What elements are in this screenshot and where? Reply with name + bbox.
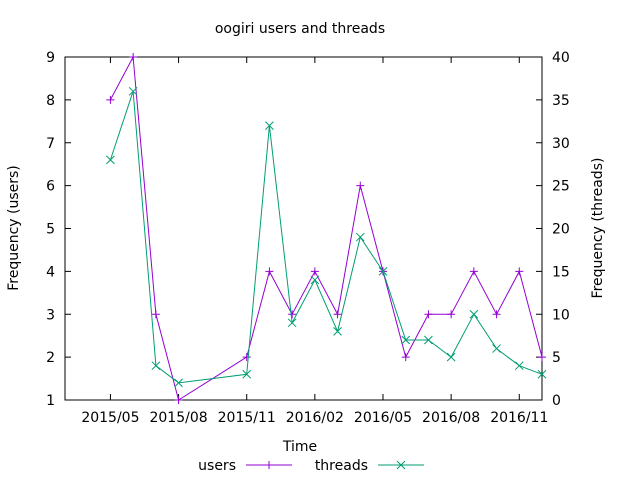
legend-label-threads: threads xyxy=(315,458,368,474)
x-tick-label: 2016/02 xyxy=(286,410,344,426)
legend-sample-users xyxy=(246,461,292,469)
y-right-tick-label: 35 xyxy=(552,93,570,109)
data-point-users xyxy=(151,310,160,319)
data-point-users xyxy=(447,310,456,319)
y-left-tick-label: 8 xyxy=(46,93,55,109)
ticks-layer: 1 2 3 4 5 6 7 8 9 0 5 10 15 20 25 30 35 40 2015/05 2015/08 2… xyxy=(46,50,570,426)
data-point-users xyxy=(538,353,546,362)
y-left-tick-label: 5 xyxy=(46,222,55,238)
y-left-tick-label: 7 xyxy=(46,136,55,152)
data-point-users xyxy=(515,267,524,276)
data-point-users xyxy=(106,95,115,104)
y-left-tick-label: 9 xyxy=(46,50,55,66)
data-point-threads xyxy=(242,369,252,379)
legend-marker-threads xyxy=(396,460,406,470)
y-right-tick-label: 20 xyxy=(552,222,570,238)
y-right-tick-label: 5 xyxy=(552,350,561,366)
x-tick-label: 2016/05 xyxy=(354,410,412,426)
data-point-users xyxy=(401,353,410,362)
x-tick-label: 2016/11 xyxy=(490,410,548,426)
data-point-threads xyxy=(151,361,161,371)
data-point-users xyxy=(129,53,138,61)
data-point-threads xyxy=(174,378,183,388)
data-point-threads xyxy=(378,267,388,276)
data-point-threads xyxy=(446,352,456,362)
data-point-users xyxy=(333,310,342,319)
data-point-threads xyxy=(333,327,342,336)
series-line-threads xyxy=(109,91,543,384)
series-users xyxy=(106,53,546,404)
y-right-tick-label: 30 xyxy=(552,136,570,152)
data-point-threads xyxy=(287,318,297,328)
data-point-threads xyxy=(424,335,433,345)
x-tick-label: 2015/08 xyxy=(149,410,207,426)
legend: users threads xyxy=(198,458,424,474)
data-point-threads xyxy=(265,121,274,130)
data-point-threads xyxy=(128,86,138,96)
y-right-tick-label: 0 xyxy=(552,393,561,409)
y-left-tick-label: 1 xyxy=(46,393,55,409)
data-point-threads xyxy=(355,232,365,242)
data-point-users xyxy=(356,181,365,190)
plot-frame xyxy=(64,56,543,401)
y-left-tick-label: 3 xyxy=(46,307,55,323)
data-point-threads xyxy=(310,275,320,285)
x-tick-label: 2015/11 xyxy=(218,410,276,426)
series-line-users xyxy=(109,55,543,401)
x-tick-label: 2016/08 xyxy=(422,410,480,426)
y-left-tick-label: 6 xyxy=(46,179,55,195)
series-layer xyxy=(106,53,547,404)
y-right-tick-label: 15 xyxy=(552,264,570,280)
y-right-tick-label: 10 xyxy=(552,307,570,323)
y-left-tick-label: 4 xyxy=(46,264,55,280)
data-point-threads xyxy=(401,335,411,345)
data-point-users xyxy=(469,267,478,276)
y-right-tick-label: 25 xyxy=(552,179,570,195)
data-point-users xyxy=(265,267,274,276)
x-tick-label: 2015/05 xyxy=(81,410,139,426)
y-right-tick-label: 40 xyxy=(552,50,570,66)
legend-marker-users xyxy=(265,461,273,469)
data-point-threads xyxy=(492,344,501,353)
data-point-users xyxy=(174,396,183,404)
data-point-users xyxy=(288,310,297,319)
y-axis-label-right: Frequency (threads) xyxy=(590,158,606,299)
data-point-threads xyxy=(106,155,115,165)
y-left-tick-label: 2 xyxy=(46,350,55,366)
x-axis-label: Time xyxy=(282,439,317,455)
data-point-users xyxy=(242,353,251,362)
data-point-threads xyxy=(537,369,547,379)
data-point-users xyxy=(424,310,433,319)
legend-label-users: users xyxy=(198,458,236,474)
data-point-users xyxy=(492,310,501,319)
series-threads xyxy=(106,86,547,388)
legend-sample-threads xyxy=(378,460,424,470)
data-point-threads xyxy=(514,361,524,371)
data-point-users xyxy=(310,267,319,276)
data-point-threads xyxy=(469,309,479,319)
y-axis-label-left: Frequency (users) xyxy=(6,165,22,291)
chart-title: oogiri users and threads xyxy=(215,21,385,37)
